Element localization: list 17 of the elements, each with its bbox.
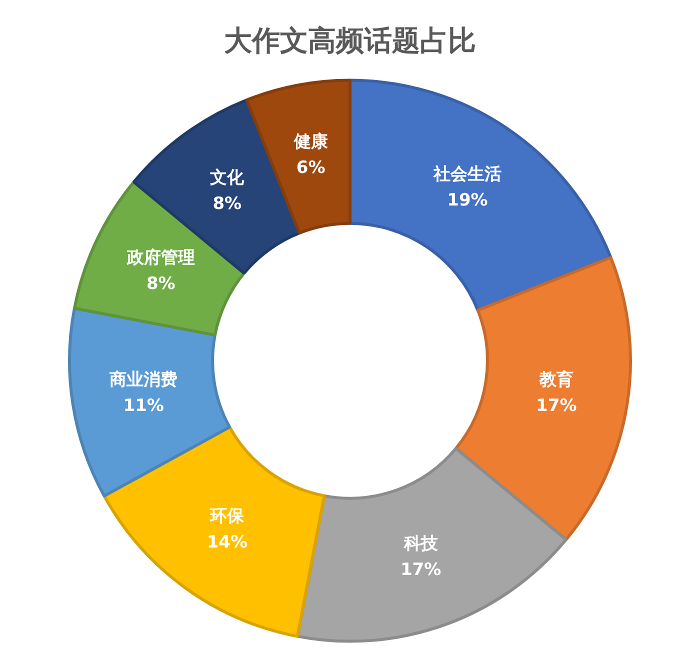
slice-label: 环保 xyxy=(209,506,246,526)
slice-label: 文化 xyxy=(209,168,246,188)
slice-label: 政府管理 xyxy=(126,248,195,268)
slice-label: 科技 xyxy=(402,534,439,554)
slice-label: 社会生活 xyxy=(432,164,502,184)
slice-label: 健康 xyxy=(292,132,329,152)
slice-label: 商业消费 xyxy=(108,370,178,390)
data-label: 19% xyxy=(447,190,488,210)
data-label: 8% xyxy=(146,274,176,294)
data-label: 14% xyxy=(206,532,248,552)
data-label: 11% xyxy=(123,396,164,416)
data-label: 17% xyxy=(400,560,442,580)
data-label: 17% xyxy=(536,396,577,416)
data-label: 8% xyxy=(212,194,242,214)
data-label: 6% xyxy=(296,158,326,178)
slice-label: 教育 xyxy=(538,368,574,390)
chart-title: 大作文高频话题占比 xyxy=(224,24,476,58)
